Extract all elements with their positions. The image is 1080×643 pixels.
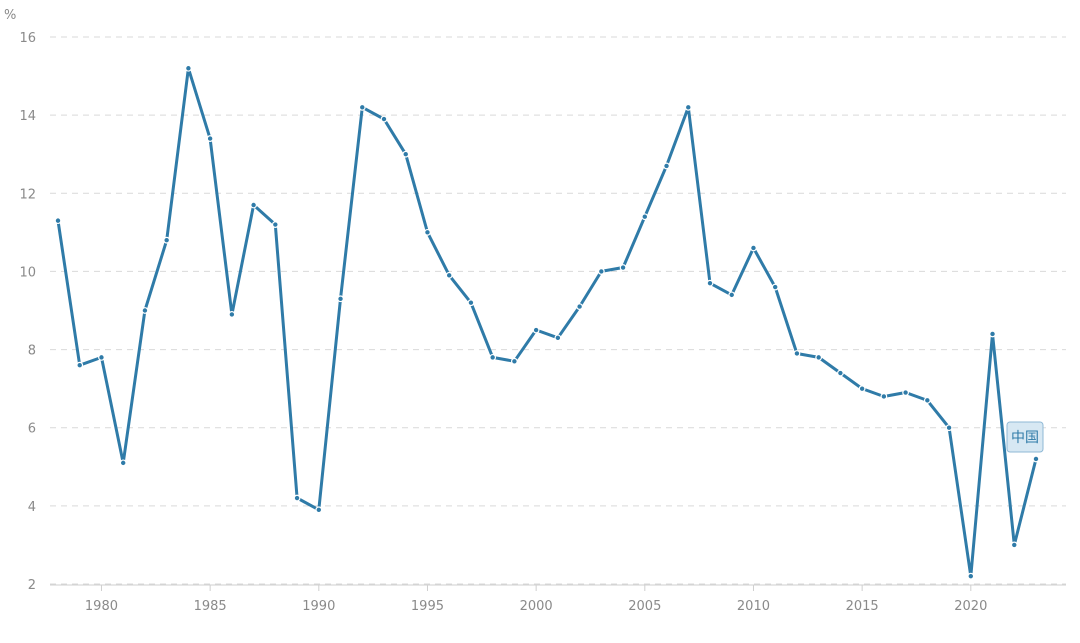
data-point[interactable] xyxy=(793,350,801,357)
x-tick-label: 1990 xyxy=(302,599,335,614)
x-tick-label: 2000 xyxy=(520,599,553,614)
data-point[interactable] xyxy=(706,279,714,287)
data-point[interactable] xyxy=(597,268,605,275)
data-point[interactable] xyxy=(445,271,453,279)
data-point[interactable] xyxy=(250,201,258,209)
data-point[interactable] xyxy=(989,330,996,338)
data-point[interactable] xyxy=(337,295,344,303)
data-point[interactable] xyxy=(923,396,931,404)
series-layer xyxy=(54,64,1040,580)
series-name-label: 中国 xyxy=(1011,430,1039,446)
data-point[interactable] xyxy=(750,244,757,252)
labels: 2 4 6 8 10 12 14 16% 1980 1985 1990 1995 2000 2005 201… xyxy=(4,8,1044,614)
data-point[interactable] xyxy=(815,353,823,361)
data-point[interactable] xyxy=(945,424,953,432)
x-tick-label: 1980 xyxy=(85,599,118,614)
data-point[interactable] xyxy=(532,326,540,334)
y-tick-label: 12 xyxy=(19,187,36,202)
x-tick-label: 2010 xyxy=(737,599,770,614)
y-tick-label: 2 xyxy=(28,578,36,593)
data-point[interactable] xyxy=(54,217,62,225)
y-tick-label: 14 xyxy=(19,109,36,124)
data-point[interactable] xyxy=(858,385,866,393)
data-point[interactable] xyxy=(228,311,236,318)
x-tick-label: 1985 xyxy=(194,599,227,614)
x-tick-label: 2020 xyxy=(954,599,987,614)
data-point[interactable] xyxy=(684,103,692,111)
data-point[interactable] xyxy=(837,369,844,377)
data-point[interactable] xyxy=(206,135,214,142)
y-tick-label: 4 xyxy=(28,500,36,515)
data-point[interactable] xyxy=(554,334,562,342)
data-point[interactable] xyxy=(902,389,909,396)
x-tick-label: 1995 xyxy=(411,599,444,614)
data-point[interactable] xyxy=(380,115,388,123)
data-point[interactable] xyxy=(119,459,127,467)
data-point[interactable] xyxy=(489,353,497,361)
data-point[interactable] xyxy=(511,357,518,365)
y-tick-label: 16 xyxy=(19,31,36,46)
y-tick-label: 8 xyxy=(28,344,36,359)
data-point[interactable] xyxy=(728,291,736,299)
data-point[interactable] xyxy=(967,572,975,580)
data-point[interactable] xyxy=(641,213,649,221)
data-point[interactable] xyxy=(293,494,301,502)
data-point[interactable] xyxy=(771,283,779,291)
data-point[interactable] xyxy=(1010,541,1018,549)
data-point[interactable] xyxy=(358,103,366,111)
x-tick-label: 2005 xyxy=(628,599,661,614)
y-tick-label: 10 xyxy=(19,265,36,280)
data-point[interactable] xyxy=(619,264,627,271)
gridlines xyxy=(50,36,1066,585)
data-point[interactable] xyxy=(467,299,475,307)
data-point[interactable] xyxy=(402,150,410,158)
data-point[interactable] xyxy=(1032,455,1040,463)
x-tick-label: 2015 xyxy=(846,599,879,614)
data-point[interactable] xyxy=(315,506,323,514)
axes xyxy=(50,584,1066,591)
data-point[interactable] xyxy=(184,64,192,72)
y-tick-label: 6 xyxy=(28,422,36,437)
data-point[interactable] xyxy=(163,236,171,244)
data-point[interactable] xyxy=(424,228,431,236)
data-point[interactable] xyxy=(76,361,84,369)
data-point[interactable] xyxy=(141,307,149,314)
data-point[interactable] xyxy=(880,393,888,400)
data-point[interactable] xyxy=(271,221,279,228)
data-point[interactable] xyxy=(98,353,105,361)
y-axis-unit-label: % xyxy=(4,8,16,23)
series-name-tag: 中国 xyxy=(1006,421,1044,453)
data-point[interactable] xyxy=(576,303,583,310)
data-point[interactable] xyxy=(663,162,670,170)
series-tag-box xyxy=(1006,421,1044,453)
series-line xyxy=(56,66,1038,578)
